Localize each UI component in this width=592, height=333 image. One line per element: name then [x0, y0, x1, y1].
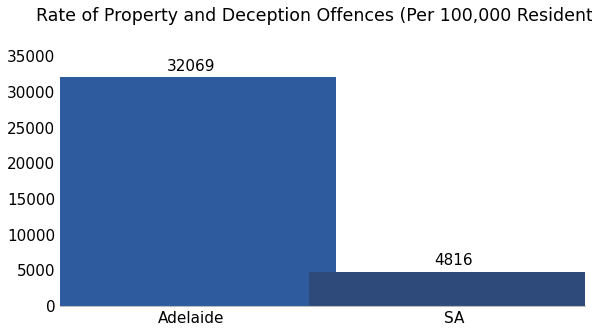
Text: 32069: 32069 — [167, 59, 215, 74]
Text: 4816: 4816 — [435, 253, 473, 268]
Bar — [47, 77, 336, 306]
Title: Rate of Property and Deception Offences (Per 100,000 Residents): Rate of Property and Deception Offences … — [36, 7, 592, 25]
Bar — [310, 272, 592, 306]
